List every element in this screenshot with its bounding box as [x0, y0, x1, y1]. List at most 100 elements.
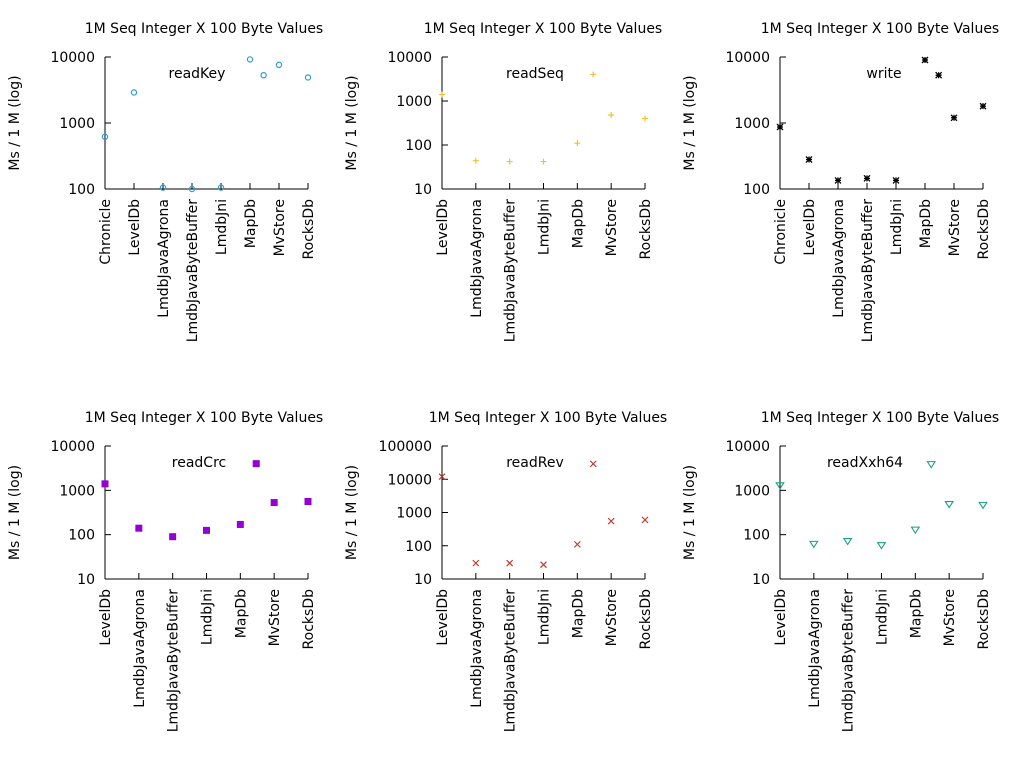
y-tick-label: 10000	[387, 472, 432, 488]
chart-title: 1M Seq Integer X 100 Byte Values	[761, 21, 999, 37]
y-tick-label: 1000	[734, 116, 770, 132]
data-point	[252, 460, 260, 468]
data-point	[775, 482, 785, 490]
data-point	[203, 526, 210, 534]
data-point	[978, 501, 988, 510]
x-tick-label: MapDb	[243, 199, 259, 248]
chart-title: 1M Seq Integer X 100 Byte Values	[429, 410, 667, 426]
legend-label: readRev	[506, 455, 564, 471]
y-tick-label: 100	[743, 182, 770, 198]
y-axis-label: Ms / 1 M (log)	[7, 465, 23, 560]
y-axis-label: Ms / 1 M (log)	[682, 75, 698, 170]
x-tick-label: RocksDb	[638, 589, 654, 650]
data-point	[607, 517, 615, 525]
data-point	[130, 89, 138, 96]
y-tick-label: 100	[68, 182, 95, 198]
y-tick-label: 10	[414, 182, 432, 198]
data-point	[876, 542, 887, 550]
x-tick-label: MapDb	[918, 199, 934, 248]
x-tick-label: MvStore	[947, 199, 963, 256]
data-point	[472, 559, 480, 567]
y-tick-label: 100000	[379, 439, 432, 455]
y-tick-label: 10000	[725, 50, 770, 66]
y-tick-label: 1000	[59, 116, 95, 132]
x-tick-label: LmdbJni	[214, 199, 230, 255]
data-point	[944, 501, 954, 509]
x-tick-label: LmdbJavaByteBuffer	[503, 199, 519, 343]
x-tick-label: RocksDb	[301, 199, 317, 260]
y-axis-label: Ms / 1 M (log)	[7, 75, 23, 170]
chart-title: 1M Seq Integer X 100 Byte Values	[761, 410, 999, 426]
data-point	[921, 56, 929, 64]
data-point	[590, 71, 597, 78]
x-tick-label: MvStore	[604, 199, 620, 256]
data-point	[101, 480, 109, 488]
data-point	[979, 102, 987, 110]
data-point	[642, 115, 648, 122]
x-tick-label: Chronicle	[773, 199, 789, 265]
y-tick-label: 100	[405, 539, 432, 555]
data-point	[834, 176, 842, 184]
data-point	[842, 537, 853, 546]
data-point	[573, 540, 581, 548]
data-point	[935, 71, 943, 79]
data-point	[270, 499, 278, 507]
x-tick-label: LevelDb	[98, 589, 114, 646]
y-axis-label: Ms / 1 M (log)	[682, 465, 698, 560]
x-tick-label: LmdbJavaAgrona	[831, 199, 847, 318]
y-tick-label: 1000	[59, 483, 95, 499]
data-point	[260, 71, 267, 79]
data-point	[926, 461, 937, 469]
x-tick-label: LmdbJavaByteBuffer	[503, 589, 519, 733]
x-tick-label: MapDb	[570, 199, 586, 248]
data-point	[776, 123, 784, 131]
data-point	[169, 533, 177, 541]
legend-label: write	[866, 66, 901, 82]
data-point	[236, 520, 244, 528]
y-tick-label: 1000	[396, 94, 432, 110]
x-tick-label: LmdbJavaByteBuffer	[185, 199, 201, 343]
x-tick-label: LmdbJni	[889, 199, 905, 255]
data-point	[472, 157, 479, 164]
x-tick-label: MapDb	[570, 589, 586, 638]
x-tick-label: LevelDb	[435, 589, 451, 646]
data-point	[540, 561, 547, 569]
data-point	[809, 540, 819, 549]
y-tick-label: 1000	[396, 506, 432, 522]
x-tick-label: LmdbJni	[200, 589, 216, 645]
chart-panel-readSeq: 1M Seq Integer X 100 Byte Values Ms / 1 M…	[344, 21, 662, 342]
y-tick-label: 100	[405, 138, 432, 154]
legend-label: readXxh64	[827, 455, 903, 471]
data-point	[438, 473, 446, 481]
chart-title: 1M Seq Integer X 100 Byte Values	[85, 410, 323, 426]
y-tick-label: 10	[77, 572, 95, 588]
data-point	[805, 156, 813, 163]
x-tick-label: Chronicle	[98, 199, 114, 265]
data-point	[506, 158, 513, 165]
data-point	[246, 56, 254, 63]
x-tick-label: RocksDb	[976, 589, 992, 650]
data-point	[439, 91, 445, 98]
x-tick-label: LmdbJni	[537, 589, 553, 645]
x-tick-label: MvStore	[272, 199, 288, 256]
legend-label: readCrc	[172, 455, 226, 471]
legend-label: readSeq	[506, 66, 564, 82]
x-tick-label: RocksDb	[301, 589, 317, 650]
x-tick-label: LevelDb	[127, 199, 143, 256]
data-point	[574, 140, 581, 147]
data-point	[863, 174, 871, 182]
x-tick-label: LmdbJavaByteBuffer	[166, 589, 182, 733]
x-tick-label: MvStore	[604, 589, 620, 646]
data-point	[304, 497, 312, 505]
x-tick-label: LevelDb	[773, 589, 789, 646]
data-point	[641, 516, 649, 524]
x-tick-label: LmdbJavaAgrona	[132, 589, 148, 708]
x-tick-label: MapDb	[908, 589, 924, 638]
y-tick-label: 100	[68, 528, 95, 544]
x-tick-label: LmdbJavaAgrona	[156, 199, 172, 318]
y-tick-label: 10000	[725, 439, 770, 455]
x-tick-label: MvStore	[267, 589, 283, 646]
y-tick-label: 10	[414, 572, 432, 588]
data-point	[950, 114, 958, 122]
